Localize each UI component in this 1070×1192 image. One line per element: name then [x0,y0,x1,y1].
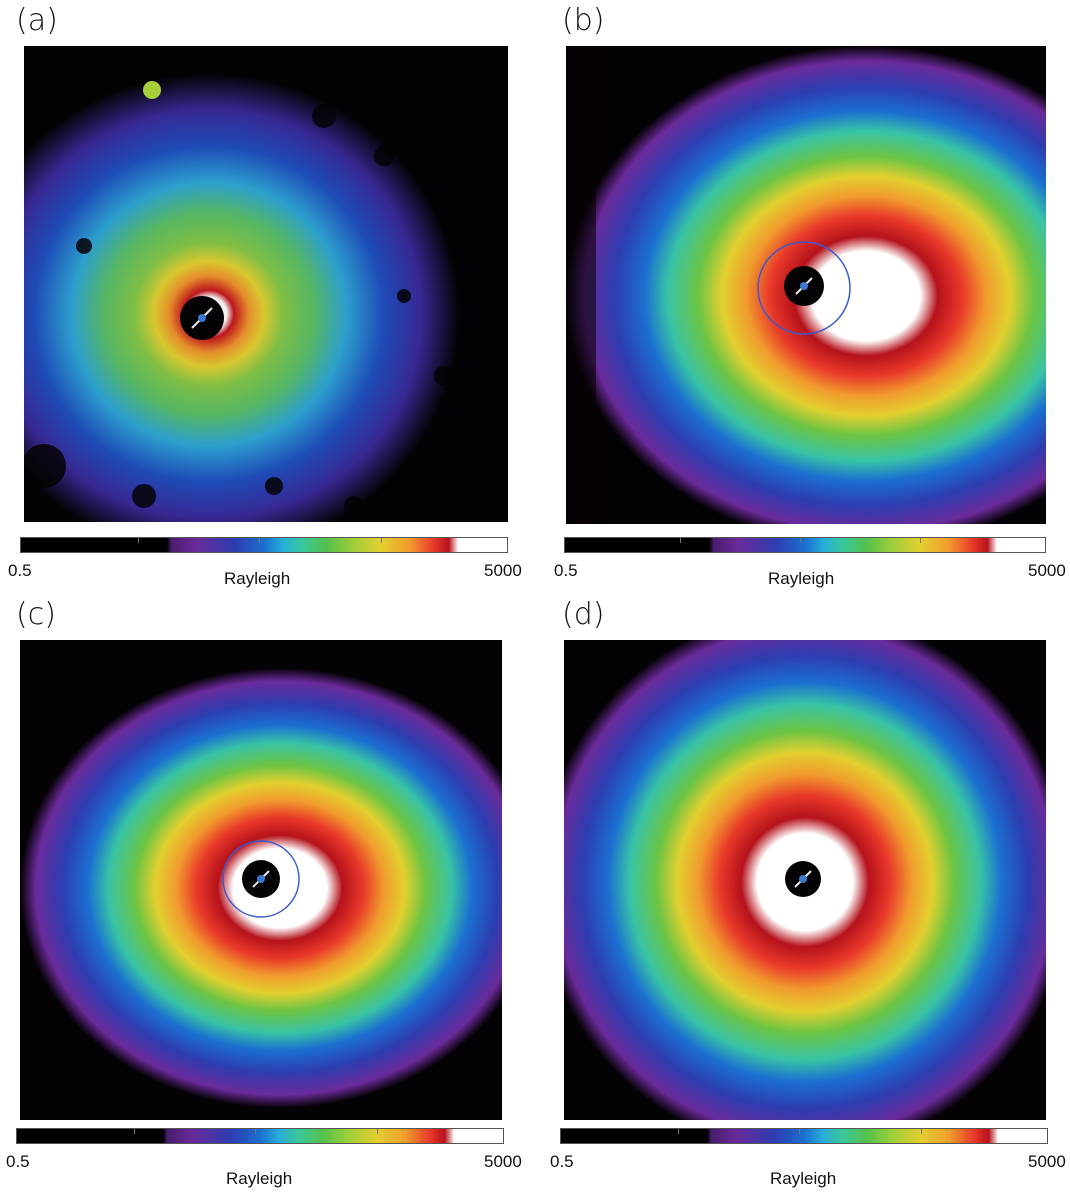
emission-map-b [566,46,1046,524]
colorbar [20,537,508,553]
colorbar-title: Rayleigh [770,1169,837,1188]
colorbar-title: Rayleigh [224,569,291,588]
panel-label: (c) [16,597,56,632]
colorbar-title: Rayleigh [226,1169,293,1188]
emission-map-a [24,46,508,522]
colorbar-max: 5000 [484,561,522,580]
emission-map-d [564,640,1046,1120]
colorbar-max: 5000 [1028,561,1066,580]
emission-map-c [20,640,502,1120]
colorbar-max: 5000 [484,1152,522,1171]
panel-label: (d) [562,597,605,632]
colorbar-min: 0.5 [8,561,32,580]
colorbar [16,1128,504,1144]
colorbar-min: 0.5 [550,1152,574,1171]
panel-label: (a) [16,3,58,38]
colorbar [560,1128,1048,1144]
colorbar-min: 0.5 [6,1152,30,1171]
panel-label: (b) [562,3,605,38]
colorbar-max: 5000 [1028,1152,1066,1171]
colorbar-title: Rayleigh [768,569,835,588]
colorbar [564,537,1046,553]
colorbar-min: 0.5 [554,561,578,580]
